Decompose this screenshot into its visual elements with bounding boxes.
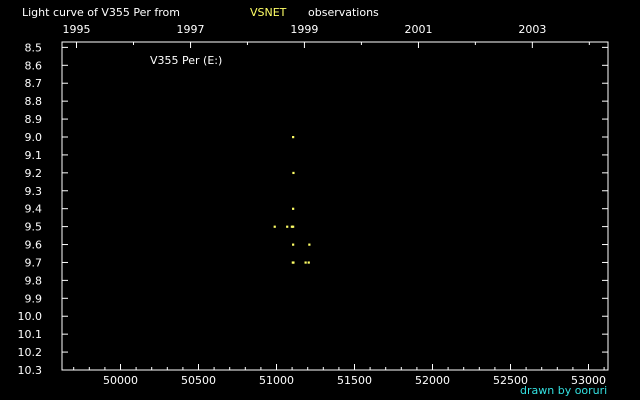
plot-frame bbox=[61, 41, 609, 371]
data-point bbox=[292, 225, 295, 228]
y-tick-label: 9.7 bbox=[25, 256, 43, 269]
x-bottom-tick-label: 51000 bbox=[259, 374, 294, 387]
data-point bbox=[308, 243, 311, 246]
y-tick-label: 8.9 bbox=[25, 113, 43, 126]
y-tick-label: 10.0 bbox=[18, 310, 43, 323]
data-points bbox=[273, 135, 311, 264]
y-tick-label: 9.6 bbox=[25, 239, 43, 252]
y-tick-label: 9.2 bbox=[25, 167, 43, 180]
x-top-tick-label: 2003 bbox=[518, 23, 546, 36]
y-tick-label: 9.8 bbox=[25, 274, 43, 287]
data-point bbox=[292, 207, 295, 210]
x-top-tick-label: 2001 bbox=[404, 23, 432, 36]
data-point bbox=[307, 261, 310, 264]
chart-title-suffix: observations bbox=[308, 6, 379, 19]
y-tick-label: 9.5 bbox=[25, 221, 43, 234]
y-tick-label: 8.8 bbox=[25, 95, 43, 108]
data-point bbox=[292, 171, 295, 175]
x-top-tick-label: 1995 bbox=[63, 23, 91, 36]
data-point bbox=[292, 135, 295, 139]
axis-ticks: 50000 50500 51000 51500 52000 52500 53000 1995 1… bbox=[18, 23, 608, 387]
data-point bbox=[292, 243, 295, 246]
y-tick-label: 8.5 bbox=[25, 41, 43, 54]
x-top-tick-label: 1997 bbox=[177, 23, 205, 36]
y-tick-label: 9.4 bbox=[25, 203, 43, 216]
y-tick-label: 9.9 bbox=[25, 292, 43, 305]
y-tick-label: 10.3 bbox=[18, 364, 43, 377]
data-point bbox=[304, 261, 307, 264]
data-point bbox=[292, 261, 295, 264]
chart-title-source: VSNET bbox=[250, 6, 287, 19]
x-bottom-tick-label: 52000 bbox=[415, 374, 450, 387]
data-point bbox=[273, 225, 276, 228]
series-label: V355 Per (E:) bbox=[150, 54, 222, 67]
y-tick-label: 9.3 bbox=[25, 185, 43, 198]
x-bottom-tick-label: 50000 bbox=[103, 374, 138, 387]
x-bottom-tick-label: 53000 bbox=[571, 374, 606, 387]
data-point bbox=[286, 225, 289, 228]
y-tick-label: 9.1 bbox=[25, 149, 43, 162]
y-tick-label: 8.6 bbox=[25, 59, 43, 72]
y-tick-label: 8.7 bbox=[25, 77, 43, 90]
x-bottom-tick-label: 51500 bbox=[337, 374, 372, 387]
credit-label: drawn by ooruri bbox=[520, 384, 607, 397]
x-bottom-tick-label: 50500 bbox=[181, 374, 216, 387]
y-tick-label: 9.0 bbox=[25, 131, 43, 144]
x-top-tick-label: 1999 bbox=[290, 23, 318, 36]
y-tick-label: 10.2 bbox=[18, 346, 43, 359]
data-point bbox=[290, 225, 293, 228]
x-bottom-tick-label: 52500 bbox=[493, 374, 528, 387]
chart-title-prefix: Light curve of V355 Per from bbox=[22, 6, 180, 19]
y-tick-label: 10.1 bbox=[18, 328, 43, 341]
